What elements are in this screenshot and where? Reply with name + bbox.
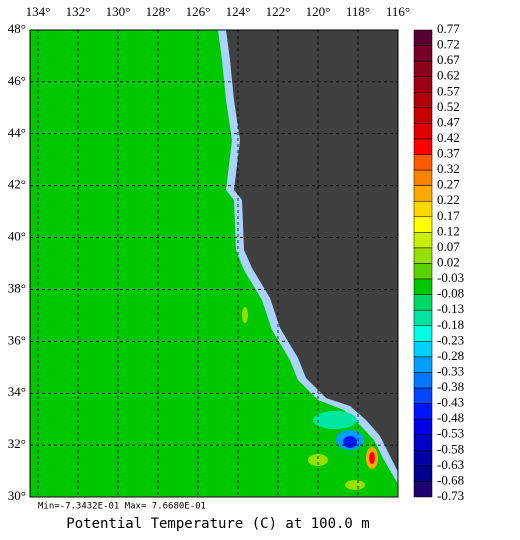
x-tick-label: 134° <box>26 4 51 19</box>
colorbar-label: -0.28 <box>437 348 464 363</box>
x-tick-label: 124° <box>226 4 251 19</box>
y-tick-label: 46° <box>8 73 26 88</box>
colorbar-swatch <box>413 200 433 218</box>
colorbar-label: -0.48 <box>437 410 464 425</box>
colorbar-label: 0.17 <box>437 208 460 223</box>
x-tick-label: 116° <box>386 4 410 19</box>
colorbar-swatch <box>413 465 433 482</box>
colorbar-swatch <box>413 263 433 280</box>
x-tick-label: 122° <box>266 4 291 19</box>
colorbar-swatch <box>413 294 433 311</box>
colorbar-swatch <box>413 403 433 420</box>
colorbar-label: 0.67 <box>437 52 460 67</box>
colorbar-label: 0.57 <box>437 83 460 98</box>
colorbar-swatch <box>413 450 433 467</box>
map-frame <box>29 29 399 498</box>
x-tick-label: 120° <box>306 4 331 19</box>
colorbar-label: 0.02 <box>437 254 460 269</box>
colorbar-label: -0.68 <box>437 472 464 487</box>
colorbar-swatch <box>413 232 433 249</box>
colorbar-label: 0.12 <box>437 223 460 238</box>
colorbar-label: -0.18 <box>437 317 464 332</box>
colorbar-swatch <box>413 247 433 264</box>
anomaly <box>313 411 357 429</box>
colorbar-label: 0.22 <box>437 192 460 207</box>
y-tick-label: 38° <box>8 280 26 295</box>
colorbar-label: 0.52 <box>437 99 460 114</box>
colorbar-label: -0.43 <box>437 395 464 410</box>
colorbar-label: 0.07 <box>437 239 460 254</box>
anomaly <box>242 307 248 323</box>
anomaly <box>343 436 357 448</box>
colorbar-swatch <box>413 418 433 435</box>
y-tick-label: 48° <box>8 21 26 36</box>
colorbar-swatch <box>413 356 433 373</box>
colorbar-label: -0.58 <box>437 441 464 456</box>
y-tick-label: 42° <box>8 177 26 192</box>
min-max: Min=-7.3432E-01 Max= 7.6680E-01 <box>38 502 206 512</box>
colorbar-swatch <box>413 372 433 389</box>
colorbar-label: 0.62 <box>437 68 460 83</box>
colorbar-swatch <box>413 123 433 140</box>
colorbar-label: 0.27 <box>437 177 460 192</box>
x-tick-label: 128° <box>146 4 171 19</box>
colorbar-label: -0.38 <box>437 379 464 394</box>
colorbar-swatch <box>413 434 433 451</box>
colorbar-label: -0.03 <box>437 270 464 285</box>
x-tick-label: 130° <box>106 4 131 19</box>
colorbar-label: 0.32 <box>437 161 460 176</box>
y-tick-label: 34° <box>8 384 26 399</box>
colorbar-label: 0.37 <box>437 146 460 161</box>
colorbar-swatch <box>413 76 433 93</box>
colorbar-swatch <box>413 341 433 358</box>
colorbar-label: -0.73 <box>437 488 464 503</box>
anomaly <box>345 480 365 490</box>
map-layer <box>30 30 398 497</box>
colorbar-swatch <box>413 29 433 46</box>
colorbar-swatch <box>413 45 433 62</box>
y-tick-label: 32° <box>8 436 26 451</box>
x-tick-label: 132° <box>66 4 91 19</box>
colorbar-label: 0.72 <box>437 37 460 52</box>
colorbar-label: -0.13 <box>437 301 464 316</box>
colorbar-label: -0.33 <box>437 363 464 378</box>
x-tick-label: 126° <box>186 4 211 19</box>
anomaly <box>308 454 328 466</box>
colorbar-label: -0.23 <box>437 332 464 347</box>
colorbar-swatch <box>413 278 433 295</box>
colorbar-swatch <box>413 169 433 186</box>
colorbar-label: -0.53 <box>437 426 464 441</box>
y-tick-label: 30° <box>8 488 26 503</box>
chart-title: Potential Temperature (C) at 100.0 m <box>66 516 369 532</box>
colorbar-swatch <box>413 154 433 171</box>
colorbar-swatch <box>413 92 433 109</box>
land <box>226 30 398 472</box>
colorbar-swatch <box>413 309 433 327</box>
y-tick-label: 44° <box>8 125 26 140</box>
y-tick-label: 40° <box>8 229 26 244</box>
colorbar-swatch <box>413 138 433 155</box>
colorbar-swatch <box>413 185 433 202</box>
colorbar-label: 0.47 <box>437 114 460 129</box>
colorbar-swatch <box>413 325 433 342</box>
colorbar-label: -0.63 <box>437 457 464 472</box>
anomaly <box>369 452 375 464</box>
x-tick-label: 118° <box>346 4 370 19</box>
y-tick-label: 36° <box>8 332 26 347</box>
colorbar-swatch <box>413 481 433 498</box>
colorbar-swatch <box>413 60 433 77</box>
colorbar-label: 0.77 <box>437 21 460 36</box>
colorbar-label: 0.42 <box>437 130 460 145</box>
colorbar-label: -0.08 <box>437 286 464 301</box>
colorbar-swatch <box>413 216 433 233</box>
colorbar-swatch <box>413 387 433 404</box>
colorbar-swatch <box>413 107 433 124</box>
